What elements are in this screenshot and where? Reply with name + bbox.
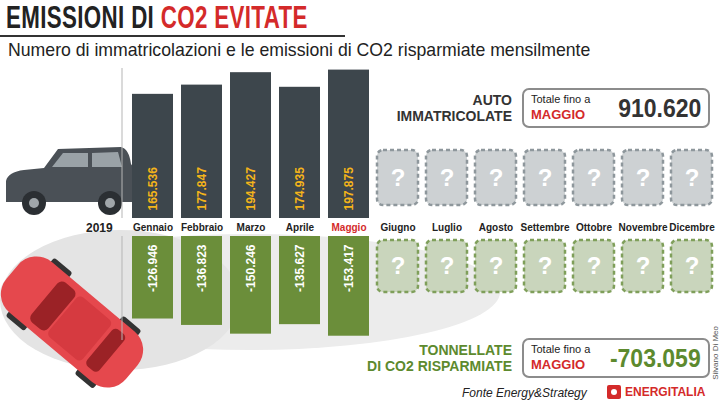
html-text:Silvano Di Meo: Silvano Di Meo (711, 326, 720, 380)
svg-text:Settembre: Settembre (521, 222, 570, 233)
html-text:MAGGIO: MAGGIO (531, 357, 586, 372)
svg-text:?: ? (685, 164, 700, 191)
svg-text:?: ? (538, 164, 553, 191)
svg-text:177.847: 177.847 (195, 167, 209, 211)
svg-text:?: ? (489, 164, 504, 191)
svg-text:?: ? (489, 252, 504, 279)
svg-text:?: ? (587, 164, 602, 191)
svg-text:?: ? (440, 252, 455, 279)
svg-text:Maggio: Maggio (332, 222, 367, 233)
svg-text:?: ? (538, 252, 553, 279)
html-text:910.620: 910.620 (617, 94, 701, 122)
html-text:Totale fino a: Totale fino a (531, 93, 591, 105)
html-text:MAGGIO: MAGGIO (531, 107, 586, 122)
svg-text:Gennaio: Gennaio (133, 222, 173, 233)
html-text:TONNELLATE: TONNELLATE (419, 342, 512, 358)
svg-text:Febbraio: Febbraio (181, 222, 223, 233)
svg-text:?: ? (636, 252, 651, 279)
svg-text:194.427: 194.427 (244, 167, 258, 211)
svg-text:-153.417: -153.417 (342, 244, 356, 292)
html-text:Totale fino a: Totale fino a (531, 343, 591, 355)
html-text:Fonte Energy&Strategy: Fonte Energy&Strategy (462, 386, 587, 400)
svg-text:?: ? (685, 252, 700, 279)
svg-text:Dicembre: Dicembre (669, 222, 715, 233)
svg-text:?: ? (636, 164, 651, 191)
html-text:-703.059: -703.059 (610, 344, 701, 372)
svg-text:-150.246: -150.246 (244, 244, 258, 292)
svg-text:Agosto: Agosto (479, 222, 513, 233)
html-text:2019: 2019 (86, 221, 113, 235)
html-text:ENERGITALIA: ENERGITALIA (625, 385, 706, 399)
svg-text:-136.823: -136.823 (195, 244, 209, 292)
svg-text:197.875: 197.875 (342, 167, 356, 211)
svg-text:Marzo: Marzo (237, 222, 266, 233)
svg-text:?: ? (587, 252, 602, 279)
html-text:AUTO: AUTO (472, 92, 512, 108)
svg-text:Aprile: Aprile (286, 222, 315, 233)
html-text:IMMATRICOLATE: IMMATRICOLATE (396, 108, 512, 124)
html-text:EMISSIONI DI CO2 EVITATE: EMISSIONI DI CO2 EVITATE (6, 0, 308, 35)
svg-text:?: ? (391, 164, 406, 191)
svg-text:-135.627: -135.627 (293, 244, 307, 292)
svg-text:Giugno: Giugno (381, 222, 416, 233)
svg-text:Luglio: Luglio (432, 222, 462, 233)
svg-text:?: ? (440, 164, 455, 191)
svg-text:174.935: 174.935 (293, 167, 307, 211)
svg-text:165.536: 165.536 (146, 167, 160, 211)
svg-text:Novembre: Novembre (619, 222, 668, 233)
svg-text:?: ? (391, 252, 406, 279)
svg-text:-126.946: -126.946 (146, 244, 160, 292)
svg-text:Ottobre: Ottobre (576, 222, 613, 233)
html-text:Numero di immatricolazioni e l: Numero di immatricolazioni e le emission… (8, 39, 591, 60)
html-text:DI CO2 RISPARMIATE: DI CO2 RISPARMIATE (367, 358, 512, 374)
